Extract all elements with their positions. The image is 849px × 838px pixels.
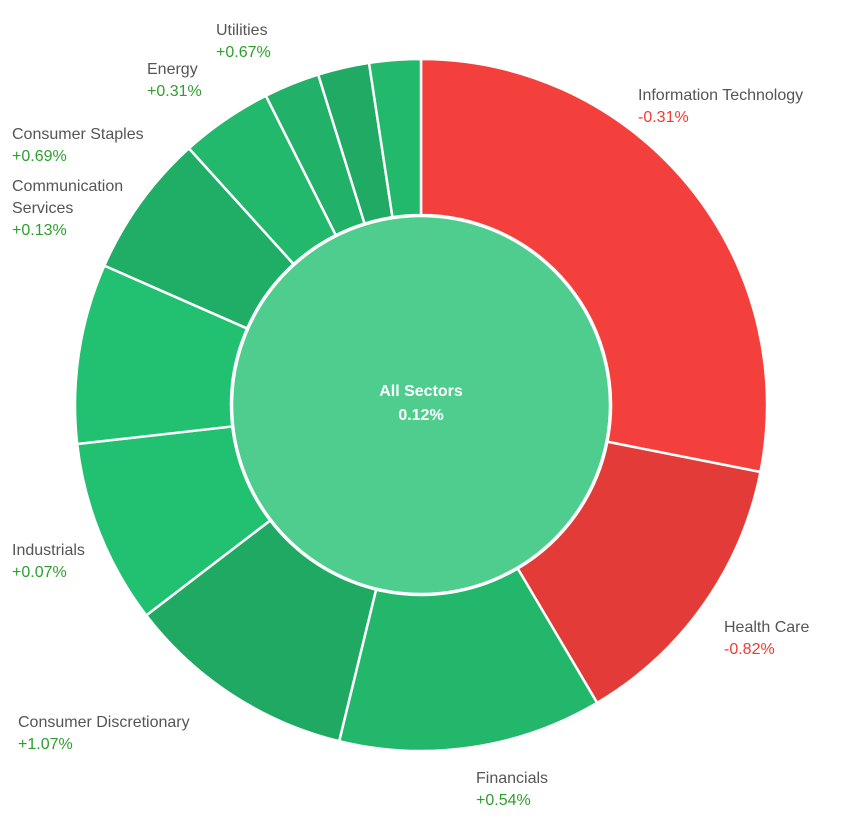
label-change: +0.54% (476, 792, 531, 809)
center-value: 0.12% (398, 407, 444, 424)
center-all-sectors[interactable] (230, 214, 612, 596)
label-consumer-discretionary: Consumer Discretionary +1.07% (18, 712, 190, 756)
label-name: Communication Services (12, 178, 124, 217)
label-health-care: Health Care -0.82% (724, 617, 809, 661)
center-label: All Sectors 0.12% (321, 380, 521, 428)
label-change: +0.13% (12, 222, 67, 239)
label-industrials: Industrials +0.07% (12, 540, 85, 584)
label-name: Industrials (12, 542, 85, 559)
label-change: +0.31% (147, 83, 202, 100)
label-change: +0.69% (12, 148, 67, 165)
label-name: Consumer Discretionary (18, 714, 190, 731)
label-name: Utilities (216, 22, 268, 39)
label-consumer-staples: Consumer Staples +0.69% (12, 124, 144, 168)
label-name: Health Care (724, 619, 810, 636)
label-name: Energy (147, 61, 198, 78)
label-communication-services: Communication Services +0.13% (12, 176, 152, 242)
label-change: -0.82% (724, 641, 775, 658)
center-title: All Sectors (379, 383, 463, 400)
label-change: +0.07% (12, 564, 67, 581)
label-change: +1.07% (18, 736, 73, 753)
label-name: Information Technology (638, 87, 804, 104)
label-utilities: Utilities +0.67% (216, 20, 271, 64)
label-change: +0.67% (216, 44, 271, 61)
label-energy: Energy +0.31% (147, 59, 202, 103)
label-change: -0.31% (638, 109, 689, 126)
label-financials: Financials +0.54% (476, 768, 548, 812)
label-information-technology: Information Technology -0.31% (638, 85, 803, 129)
label-name: Financials (476, 770, 549, 787)
label-name: Consumer Staples (12, 126, 144, 143)
